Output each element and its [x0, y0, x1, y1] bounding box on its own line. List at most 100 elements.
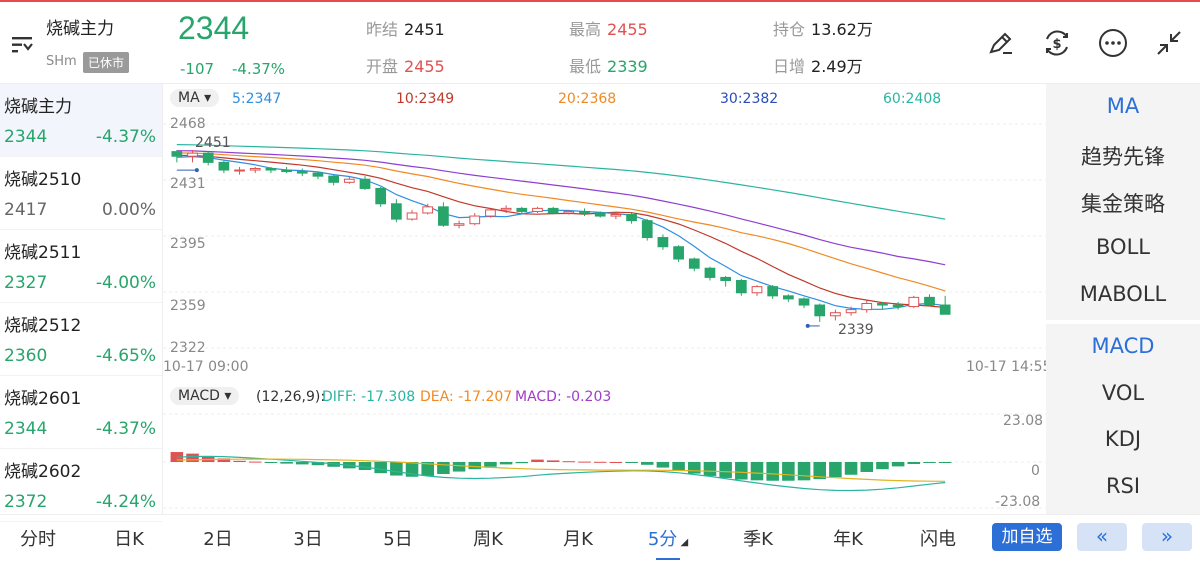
- tab-flash[interactable]: 闪电: [920, 529, 956, 550]
- tab-yearly-k[interactable]: 年K: [833, 529, 863, 550]
- contract-change-percent: 0.00%: [101, 200, 156, 220]
- candle[interactable]: [485, 209, 496, 217]
- candle[interactable]: [892, 304, 904, 308]
- menu-icon[interactable]: [10, 32, 36, 58]
- tab-5-minute[interactable]: 5分 ◢: [633, 525, 703, 560]
- candle[interactable]: [516, 207, 528, 212]
- candle[interactable]: [814, 304, 826, 317]
- candle[interactable]: [845, 309, 857, 314]
- macd-bar: [938, 462, 952, 463]
- candle[interactable]: [249, 167, 261, 171]
- candle[interactable]: [187, 152, 198, 157]
- candle[interactable]: [798, 298, 810, 306]
- indicator-ma[interactable]: MA: [1106, 94, 1140, 118]
- candle[interactable]: [265, 167, 277, 171]
- candle[interactable]: [359, 178, 371, 189]
- more-icon[interactable]: [1096, 26, 1130, 60]
- prev-page-button[interactable]: «: [1077, 523, 1127, 551]
- candle[interactable]: [422, 206, 434, 214]
- candle[interactable]: [390, 203, 402, 220]
- indicator-macd[interactable]: MACD: [1091, 334, 1155, 358]
- next-page-button[interactable]: »: [1142, 523, 1192, 551]
- indicator-select-ma[interactable]: MA ▾: [170, 89, 220, 107]
- candle[interactable]: [312, 172, 324, 177]
- candle[interactable]: [657, 237, 669, 248]
- tab-monthly-k[interactable]: 月K: [563, 529, 593, 550]
- candle[interactable]: [296, 171, 308, 174]
- candle[interactable]: [453, 223, 465, 226]
- contract-price: 2344: [4, 127, 48, 147]
- watchlist-item[interactable]: 烧碱2511 2327 -4.00%: [0, 230, 162, 303]
- candle[interactable]: [767, 286, 779, 297]
- candle[interactable]: [532, 207, 543, 212]
- candle[interactable]: [751, 286, 763, 294]
- indicator-select-macd[interactable]: MACD ▾: [170, 387, 240, 405]
- ma-legend: MA ▾ 5:2347 10:2349 20:2368 30:2382 60:2…: [170, 88, 1046, 112]
- candle[interactable]: [500, 207, 512, 211]
- candle[interactable]: [579, 210, 590, 214]
- tab-intraday[interactable]: 分时: [20, 529, 56, 550]
- collapse-icon[interactable]: [1152, 26, 1186, 60]
- candle[interactable]: [610, 214, 622, 217]
- candle[interactable]: [924, 296, 935, 306]
- candle[interactable]: [626, 214, 637, 222]
- candle[interactable]: [641, 220, 653, 239]
- tab-2-day[interactable]: 2日: [203, 529, 233, 550]
- indicator-vol[interactable]: VOL: [1101, 381, 1145, 405]
- candle[interactable]: [171, 151, 183, 157]
- candle[interactable]: [438, 206, 449, 226]
- candle[interactable]: [704, 267, 716, 278]
- candle[interactable]: [406, 212, 418, 220]
- watchlist-item[interactable]: 烧碱2601 2344 -4.37%: [0, 376, 162, 449]
- macd-bar: [860, 462, 874, 472]
- candle[interactable]: [908, 296, 920, 308]
- watchlist-item[interactable]: 烧碱2602 2372 -4.24%: [0, 449, 162, 522]
- candle[interactable]: [343, 178, 355, 183]
- candle[interactable]: [782, 295, 794, 300]
- watchlist-item[interactable]: 烧碱主力 2344 -4.37%: [0, 84, 162, 157]
- macd-params: (12,26,9):: [256, 389, 326, 405]
- candle[interactable]: [594, 212, 606, 217]
- macd-chart[interactable]: [163, 410, 1046, 512]
- tab-5-day[interactable]: 5日: [383, 529, 413, 550]
- add-to-watchlist-button[interactable]: 加自选: [992, 523, 1062, 551]
- candle[interactable]: [469, 215, 481, 225]
- tab-3-day[interactable]: 3日: [293, 529, 323, 550]
- candle[interactable]: [547, 207, 559, 214]
- candle[interactable]: [281, 169, 292, 173]
- candle[interactable]: [673, 246, 684, 260]
- watchlist-item[interactable]: 烧碱2512 2360 -4.65%: [0, 303, 162, 376]
- candle[interactable]: [563, 210, 575, 214]
- last-price: 2344: [178, 10, 250, 46]
- currency-exchange-icon[interactable]: $: [1040, 26, 1074, 60]
- candle[interactable]: [877, 303, 888, 306]
- candlestick-chart[interactable]: [163, 112, 1046, 362]
- candle[interactable]: [861, 303, 873, 311]
- watchlist-item[interactable]: 烧碱2510 2417 0.00%: [0, 157, 162, 230]
- candle[interactable]: [234, 169, 245, 172]
- contract-change-percent: -4.24%: [95, 492, 156, 512]
- candle[interactable]: [328, 175, 340, 183]
- candle[interactable]: [375, 187, 387, 205]
- macd-bar: [248, 461, 262, 463]
- tab-weekly-k[interactable]: 周K: [473, 529, 503, 550]
- candle[interactable]: [202, 152, 214, 163]
- macd-bar: [797, 462, 811, 481]
- tab-daily-k[interactable]: 日K: [114, 529, 144, 550]
- tab-quarterly-k[interactable]: 季K: [743, 529, 773, 550]
- indicator-kdj[interactable]: KDJ: [1104, 427, 1142, 451]
- indicator-gold-strategy[interactable]: 集金策略: [1081, 192, 1165, 216]
- indicator-trend-pioneer[interactable]: 趋势先锋: [1081, 145, 1165, 169]
- candle[interactable]: [688, 258, 700, 269]
- candle[interactable]: [218, 161, 230, 171]
- indicator-maboll[interactable]: MABOLL: [1079, 282, 1167, 306]
- indicator-rsi[interactable]: RSI: [1105, 474, 1141, 498]
- draw-pen-icon[interactable]: [984, 26, 1018, 60]
- chevron-double-left-icon: «: [1095, 524, 1109, 548]
- indicator-boll[interactable]: BOLL: [1096, 235, 1150, 259]
- candle[interactable]: [830, 312, 841, 317]
- contract-change-percent: -4.65%: [95, 346, 156, 366]
- candle[interactable]: [939, 304, 951, 315]
- candle[interactable]: [735, 279, 747, 294]
- candle[interactable]: [720, 276, 732, 281]
